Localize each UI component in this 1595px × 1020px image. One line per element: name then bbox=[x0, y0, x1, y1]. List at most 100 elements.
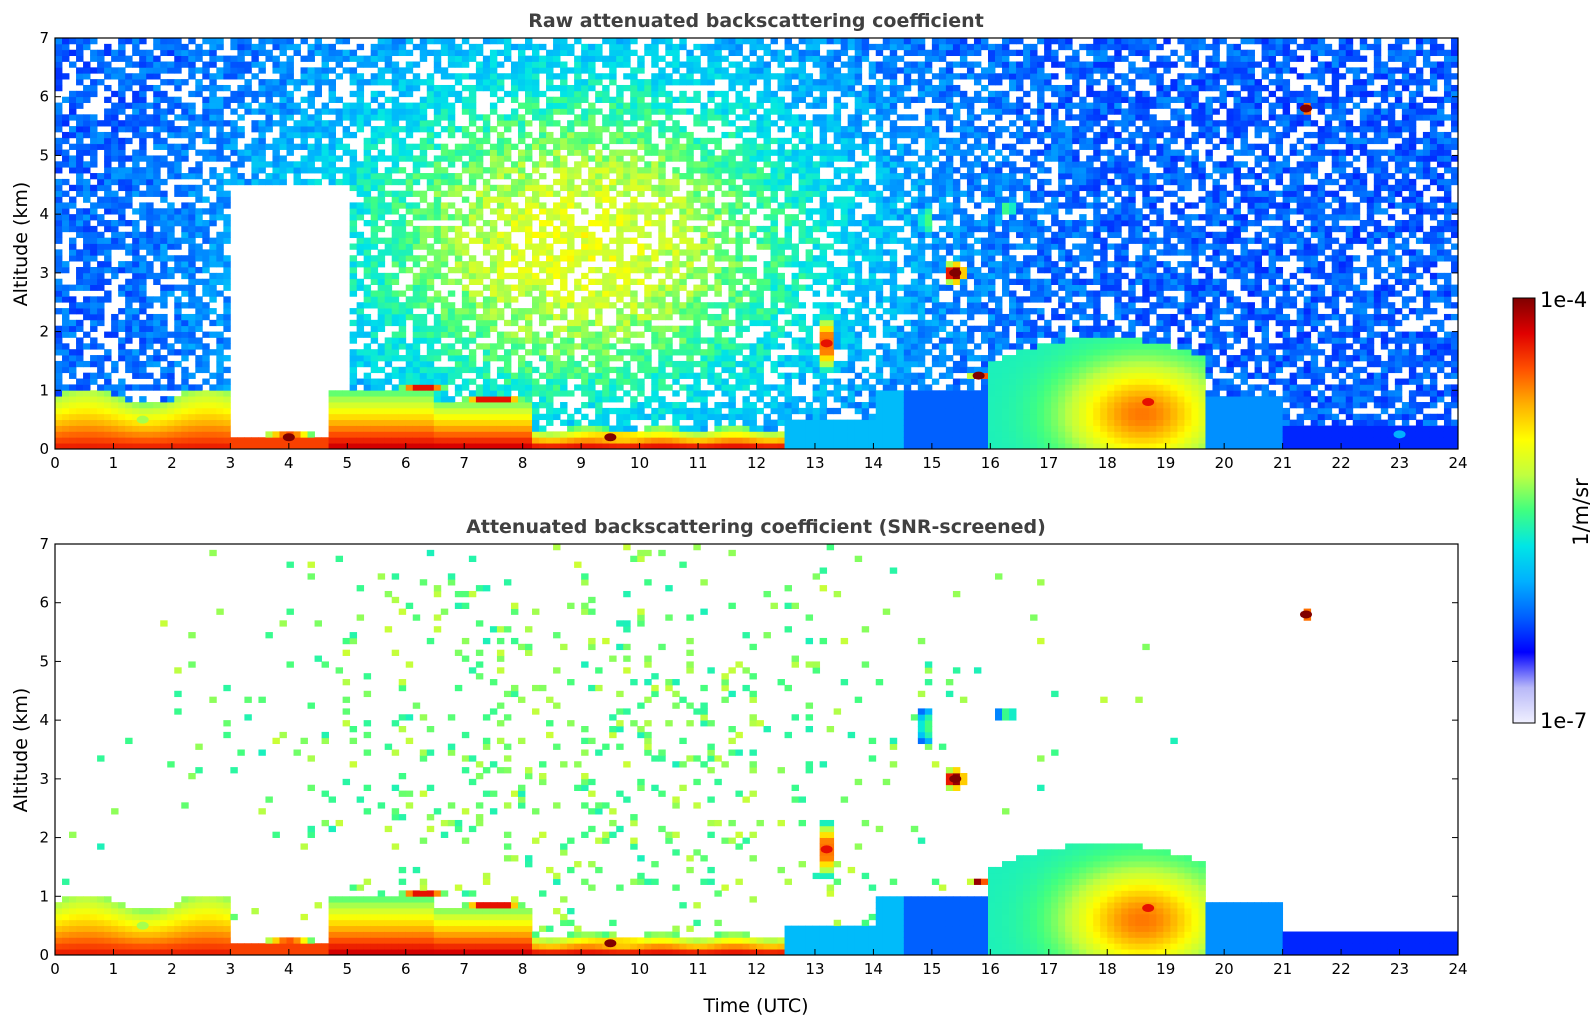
heatmap-cell bbox=[377, 208, 386, 215]
heatmap-cell bbox=[258, 178, 266, 186]
heatmap-cell bbox=[679, 302, 687, 309]
heatmap-cell bbox=[97, 419, 105, 426]
heatmap-cell bbox=[55, 114, 63, 121]
heatmap-cell bbox=[749, 184, 757, 192]
heatmap-cell bbox=[307, 149, 315, 156]
heatmap-cell bbox=[139, 190, 147, 197]
heatmap-cell bbox=[798, 337, 807, 344]
heatmap-cell bbox=[405, 220, 414, 227]
heatmap-cell bbox=[763, 43, 771, 51]
heatmap-cell bbox=[160, 313, 168, 321]
heatmap-cell bbox=[707, 114, 715, 121]
heatmap-cell bbox=[763, 184, 771, 192]
heatmap-cell bbox=[567, 360, 575, 368]
heatmap-cell bbox=[391, 120, 400, 127]
heatmap-cell bbox=[461, 343, 470, 350]
heatmap-cell bbox=[405, 266, 414, 274]
heatmap-cell bbox=[791, 249, 799, 256]
heatmap-cell bbox=[602, 38, 610, 45]
heatmap-cell bbox=[426, 308, 435, 315]
heatmap-cell bbox=[55, 220, 63, 227]
heatmap-cell bbox=[461, 84, 470, 92]
heatmap-cell bbox=[433, 131, 442, 139]
heatmap-cell bbox=[637, 319, 645, 327]
heatmap-cell bbox=[679, 261, 687, 268]
heatmap-cell bbox=[553, 407, 561, 415]
heatmap-cell bbox=[475, 343, 484, 350]
heatmap-cell bbox=[321, 49, 329, 57]
heatmap-cell bbox=[174, 349, 182, 356]
heatmap-cell bbox=[665, 355, 673, 362]
heatmap-cell bbox=[146, 413, 154, 421]
heatmap-cell bbox=[370, 96, 379, 103]
heatmap-cell bbox=[672, 243, 680, 250]
heatmap-cell bbox=[216, 155, 224, 162]
heatmap-cell bbox=[714, 378, 722, 385]
heatmap-cell bbox=[384, 167, 393, 174]
heatmap-cell bbox=[391, 296, 400, 303]
heatmap-cell bbox=[419, 79, 428, 86]
heatmap-cell bbox=[658, 225, 666, 233]
heatmap-cell bbox=[454, 61, 463, 68]
heatmap-cell bbox=[433, 255, 442, 262]
heatmap-cell bbox=[503, 355, 512, 362]
heatmap-cell bbox=[595, 137, 603, 145]
heatmap-cell bbox=[335, 437, 344, 444]
heatmap-cell bbox=[237, 73, 245, 80]
heatmap-cell bbox=[216, 390, 224, 397]
heatmap-cell bbox=[735, 349, 743, 356]
heatmap-cell bbox=[721, 425, 729, 432]
heatmap-cell bbox=[475, 319, 484, 327]
heatmap-cell bbox=[672, 325, 680, 332]
heatmap-cell bbox=[188, 402, 196, 409]
heatmap-cell bbox=[756, 396, 764, 403]
heatmap-cell bbox=[447, 372, 456, 379]
heatmap-cell bbox=[651, 331, 659, 338]
heatmap-cell bbox=[468, 266, 477, 274]
heatmap-cell bbox=[777, 343, 785, 350]
heatmap-cell bbox=[461, 149, 470, 156]
heatmap-cell bbox=[742, 272, 750, 280]
heatmap-cell bbox=[167, 360, 175, 368]
heatmap-cell bbox=[651, 372, 659, 379]
heatmap-cell bbox=[146, 49, 154, 57]
heatmap-cell bbox=[62, 349, 70, 356]
heatmap-cell bbox=[433, 155, 442, 162]
heatmap-cell bbox=[482, 114, 491, 121]
heatmap-cell bbox=[440, 90, 449, 98]
heatmap-cell bbox=[146, 231, 154, 239]
heatmap-cell bbox=[391, 255, 400, 262]
heatmap-cell bbox=[679, 272, 687, 280]
heatmap-cell bbox=[440, 308, 449, 315]
heatmap-cell bbox=[433, 425, 442, 432]
heatmap-cell bbox=[721, 384, 729, 391]
heatmap-cell bbox=[651, 249, 659, 256]
heatmap-cell bbox=[265, 38, 273, 45]
heatmap-cell bbox=[314, 178, 322, 186]
heatmap-cell bbox=[770, 261, 778, 268]
heatmap-cell bbox=[405, 302, 414, 309]
heatmap-cell bbox=[595, 419, 603, 426]
heatmap-cell bbox=[118, 202, 126, 209]
heatmap-cell bbox=[419, 55, 428, 62]
heatmap-cell bbox=[181, 61, 189, 68]
heatmap-cell bbox=[160, 90, 168, 98]
heatmap-cell bbox=[700, 437, 708, 444]
heatmap-cell bbox=[181, 49, 189, 57]
heatmap-cell bbox=[188, 167, 196, 174]
heatmap-cell bbox=[763, 337, 771, 344]
heatmap-cell bbox=[195, 49, 203, 57]
heatmap-cell bbox=[644, 173, 652, 180]
heatmap-cell bbox=[398, 79, 407, 86]
heatmap-cell bbox=[763, 319, 771, 327]
heatmap-cell bbox=[237, 49, 245, 57]
heatmap-cell bbox=[160, 266, 168, 274]
heatmap-cell bbox=[721, 278, 729, 285]
heatmap-cell bbox=[539, 90, 547, 98]
heatmap-cell bbox=[630, 196, 638, 203]
heatmap-cell bbox=[707, 319, 715, 327]
heatmap-cell bbox=[349, 255, 358, 262]
heatmap-cell bbox=[104, 390, 112, 397]
heatmap-cell bbox=[489, 261, 498, 268]
heatmap-cell bbox=[405, 102, 414, 109]
